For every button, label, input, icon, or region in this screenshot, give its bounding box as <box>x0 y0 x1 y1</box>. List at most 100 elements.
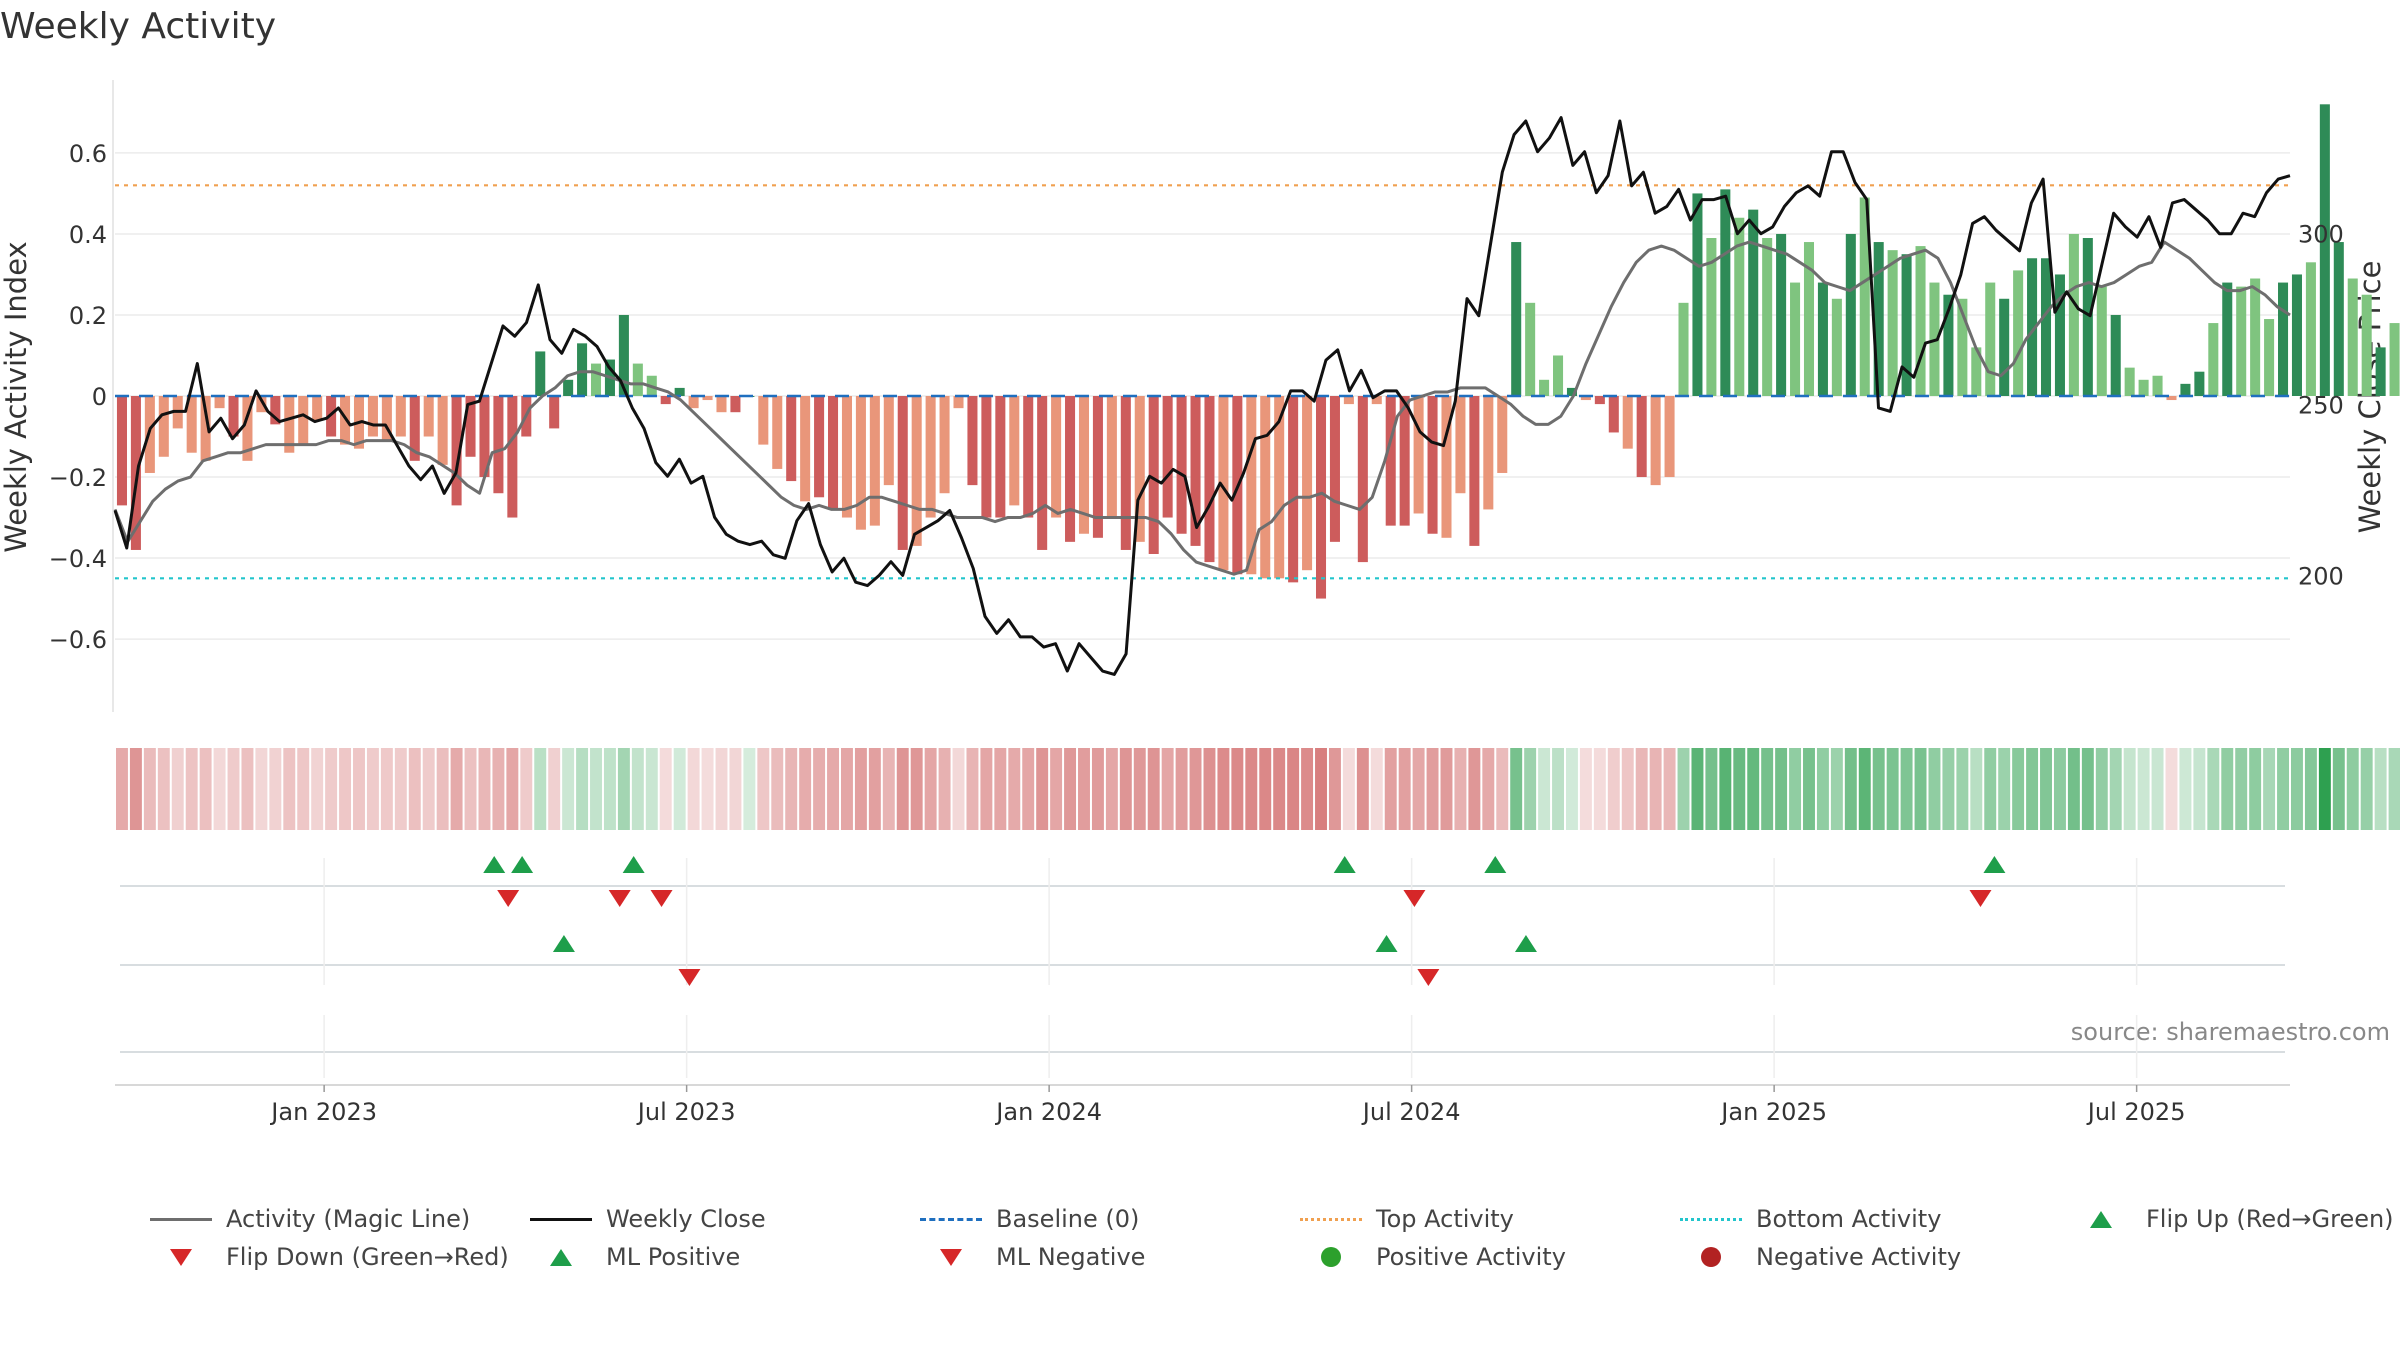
activity-strip-cell <box>1524 748 1537 830</box>
x-tick-label: Jan 2024 <box>994 1098 1102 1126</box>
activity-bar <box>1134 396 1145 542</box>
activity-bar <box>1873 242 1884 396</box>
legend-circle-icon <box>1300 1247 1362 1267</box>
magic-line <box>113 240 2291 576</box>
x-tick-label: Jan 2025 <box>1719 1098 1827 1126</box>
activity-strip-cell <box>2249 748 2262 830</box>
activity-strip-cell <box>1649 748 1662 830</box>
activity-bar <box>1692 193 1703 396</box>
activity-strip-cell <box>645 748 658 830</box>
activity-strip-cell <box>2304 748 2317 830</box>
activity-strip-cell <box>2053 748 2066 830</box>
activity-bar <box>1120 396 1131 550</box>
activity-strip-cell <box>1468 748 1481 830</box>
activity-strip-cell <box>1482 748 1495 830</box>
activity-bar <box>2027 258 2038 396</box>
activity-strip-cell <box>1593 748 1606 830</box>
legend-tri-down-icon <box>920 1247 982 1267</box>
activity-strip-cell <box>1496 748 1509 830</box>
activity-strip-cell <box>1761 748 1774 830</box>
legend-tri-up-icon <box>530 1247 592 1267</box>
activity-bar <box>479 396 490 478</box>
activity-strip-cell <box>1315 748 1327 830</box>
ml-positive-marker <box>1514 935 1537 952</box>
activity-strip-cell <box>896 748 909 830</box>
activity-strip-cell <box>2193 748 2206 830</box>
weekly-close-line <box>113 116 2291 676</box>
activity-bar <box>270 396 281 425</box>
activity-strip-cell <box>1621 748 1634 830</box>
activity-strip-cell <box>743 748 756 830</box>
activity-strip-cell <box>2109 748 2122 830</box>
activity-bar <box>284 396 295 453</box>
activity-strip-cell <box>1342 748 1355 830</box>
activity-strip-cell <box>520 748 533 830</box>
activity-strip-cell <box>492 748 505 830</box>
activity-bar <box>312 396 323 421</box>
activity-strip-cell <box>1984 748 1997 830</box>
activity-strip-cell <box>924 748 937 830</box>
flip-down-marker <box>650 890 673 907</box>
activity-strip-cell <box>1384 748 1397 830</box>
activity-bar <box>1985 282 1996 396</box>
activity-strip-cell <box>2081 748 2094 830</box>
activity-strip-cell <box>1217 748 1230 830</box>
legend-item: Flip Up (Red→Green) <box>2070 1205 2394 1233</box>
activity-bar <box>437 396 448 465</box>
activity-strip-cell <box>2165 748 2178 830</box>
activity-bar <box>1636 396 1647 478</box>
activity-bar <box>2180 383 2191 396</box>
activity-strip-cell <box>1844 748 1857 830</box>
activity-bar <box>800 396 811 502</box>
y2-tick-label: 300 <box>2298 221 2344 249</box>
activity-bar <box>493 396 504 494</box>
flip-up-marker <box>1484 856 1507 873</box>
legend-label: ML Negative <box>996 1243 1146 1271</box>
activity-bar <box>1162 396 1173 518</box>
activity-bar <box>967 396 978 486</box>
activity-strip-cell <box>1552 748 1564 830</box>
activity-bar <box>1622 396 1633 449</box>
activity-bar <box>883 396 894 486</box>
activity-bar <box>2152 375 2163 396</box>
activity-bar <box>981 396 992 518</box>
ml-negative-marker <box>1417 969 1440 986</box>
activity-strip-cell <box>241 748 254 830</box>
legend-label: Baseline (0) <box>996 1205 1140 1233</box>
activity-strip-cell <box>2012 748 2025 830</box>
activity-strip-cell <box>1956 748 1969 830</box>
activity-strip-cell <box>813 748 826 830</box>
activity-bar <box>1594 396 1605 405</box>
activity-bar <box>1315 396 1327 599</box>
activity-strip-cell <box>687 748 700 830</box>
activity-strip-cell <box>994 748 1007 830</box>
y-axis-label: Weekly Activity Index <box>0 241 33 552</box>
activity-strip-cell <box>1356 748 1369 830</box>
activity-strip-cell <box>980 748 993 830</box>
activity-bar <box>1469 396 1480 546</box>
activity-strip-cell <box>1008 748 1021 830</box>
activity-bar <box>2013 270 2024 396</box>
activity-strip-cell <box>1064 748 1077 830</box>
activity-bar <box>1859 197 1870 396</box>
activity-bar <box>535 351 546 396</box>
ml-negative-marker <box>678 969 701 986</box>
activity-bar <box>2250 278 2261 396</box>
activity-bar <box>1078 396 1090 534</box>
activity-strip-cell <box>1789 748 1802 830</box>
activity-bar <box>911 396 922 546</box>
activity-strip-cell <box>2067 748 2080 830</box>
activity-strip-cell <box>534 748 547 830</box>
activity-bar <box>2305 262 2316 396</box>
activity-strip-cell <box>590 748 602 830</box>
activity-strip-cell <box>617 748 630 830</box>
activity-strip-cell <box>2318 748 2331 830</box>
activity-strip-cell <box>297 748 310 830</box>
flip-down-marker <box>497 890 520 907</box>
legend-item: Positive Activity <box>1300 1243 1566 1271</box>
legend-item: ML Negative <box>920 1243 1145 1271</box>
activity-strip-cell <box>1175 748 1188 830</box>
activity-bar <box>549 396 560 429</box>
activity-bar <box>1204 396 1215 563</box>
activity-bar <box>2333 242 2344 396</box>
